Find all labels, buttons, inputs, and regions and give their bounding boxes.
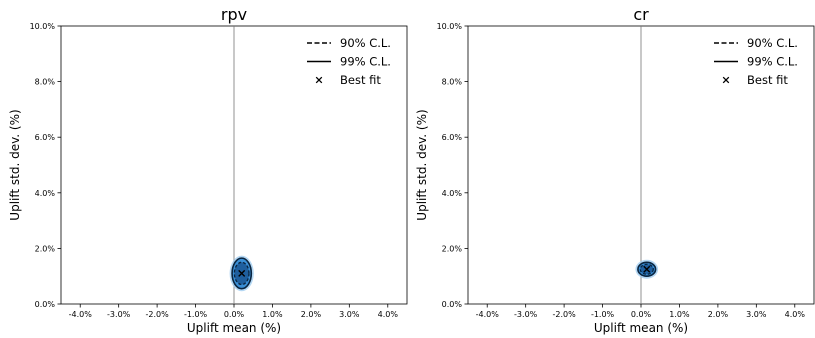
chart-panel-cr: cr -4.0% -3.0% -2.0% -1.0% 0.0% 1.0% 2.0% 3.0% 4.… [415,5,815,335]
x-axis-label: Uplift mean (%) [594,321,688,335]
y-axis-label: Uplift std. dev. (%) [415,109,429,220]
x-tick-label: 1.0% [262,310,283,319]
y-tick-label: 0.0% [442,300,463,309]
x-axis-label: Uplift mean (%) [187,321,281,335]
best-fit-marker [643,265,651,273]
legend-swatch-marker [722,76,730,84]
y-tick-label: 6.0% [35,133,56,142]
x-tick-label: 0.0% [631,310,652,319]
legend-entry-99: 99% C.L. [747,55,798,69]
best-fit-marker [238,269,246,277]
legend: 90% C.L. 99% C.L. Best fit [714,36,798,87]
x-tick-label: -1.0% [184,310,208,319]
contour-99-cl [637,261,657,277]
x-tick-label: -3.0% [514,310,538,319]
y-tick-label: 2.0% [442,244,463,253]
y-tick-label: 0.0% [35,300,56,309]
y-tick-label: 4.0% [442,189,463,198]
x-tick-label: 2.0% [301,310,322,319]
x-tick-label: 0.0% [224,310,245,319]
y-tick-label: 6.0% [442,133,463,142]
x-tick-label: -3.0% [107,310,131,319]
x-tick-label: -1.0% [591,310,615,319]
y-tick-label: 10.0% [30,22,56,31]
x-tick-label: 4.0% [378,310,399,319]
legend-entry-best-fit: Best fit [747,73,788,87]
x-tick-label: -2.0% [146,310,170,319]
contour-99-cl [231,257,253,290]
x-tick-label: 3.0% [339,310,360,319]
legend-entry-90: 90% C.L. [340,36,391,50]
chart-title: rpv [221,5,247,24]
x-tick-label: 4.0% [785,310,806,319]
x-tick-label: -4.0% [69,310,93,319]
x-tick-label: 2.0% [708,310,729,319]
x-tick-label: -4.0% [476,310,500,319]
chart-title: cr [633,5,649,24]
legend-entry-99: 99% C.L. [340,55,391,69]
y-tick-label: 2.0% [35,244,56,253]
x-tick-label: 3.0% [746,310,767,319]
y-tick-label: 4.0% [35,189,56,198]
legend-entry-best-fit: Best fit [340,73,381,87]
legend-entry-90: 90% C.L. [747,36,798,50]
legend-swatch-marker [315,76,323,84]
chart-panel-rpv: rpv -4.0% -3.0% -2.0% -1.0% 0.0% 1.0% 2.0% 3.0% 4… [8,5,408,335]
y-axis-label: Uplift std. dev. (%) [8,109,22,220]
x-tick-label: 1.0% [669,310,690,319]
x-tick-label: -2.0% [553,310,577,319]
y-tick-label: 8.0% [442,78,463,87]
plots: rpv -4.0% -3.0% -2.0% -1.0% 0.0% 1.0% 2.0% 3.0% 4… [8,5,815,335]
legend: 90% C.L. 99% C.L. Best fit [307,36,391,87]
y-tick-label: 8.0% [35,78,56,87]
y-tick-label: 10.0% [437,22,463,31]
